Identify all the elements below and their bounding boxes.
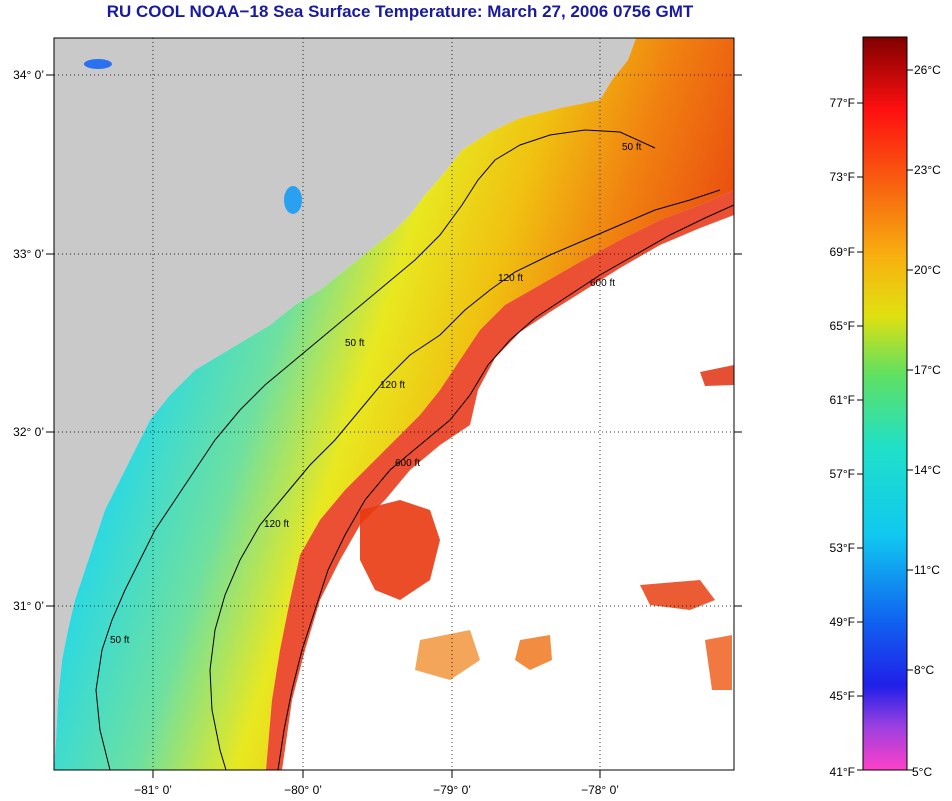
celsius-label: 11°C bbox=[914, 563, 940, 577]
fahrenheit-label: 41°F bbox=[830, 765, 855, 779]
lat-label: 32° 0’ bbox=[13, 425, 44, 439]
warm-patch bbox=[360, 500, 440, 600]
color-scale-bar bbox=[862, 36, 908, 771]
contour-label: 50 ft bbox=[622, 142, 642, 153]
lat-label: 31° 0’ bbox=[13, 599, 44, 613]
lon-label: −79° 0’ bbox=[433, 783, 471, 797]
celsius-label: 20°C bbox=[914, 263, 941, 277]
celsius-label: 26°C bbox=[914, 63, 941, 77]
map-title: RU COOL NOAA−18 Sea Surface Temperature:… bbox=[106, 2, 694, 21]
celsius-label: 23°C bbox=[914, 163, 941, 177]
warm-patch bbox=[640, 580, 715, 610]
axis-ticks bbox=[46, 74, 742, 778]
contour-label: 600 ft bbox=[395, 458, 420, 469]
fahrenheit-label: 65°F bbox=[830, 319, 855, 333]
celsius-label: 8°C bbox=[914, 663, 934, 677]
fahrenheit-label: 73°F bbox=[830, 170, 855, 184]
celsius-label: 14°C bbox=[914, 463, 941, 477]
celsius-label: 17°C bbox=[914, 363, 941, 377]
inland-lake bbox=[84, 59, 112, 69]
fahrenheit-label: 45°F bbox=[830, 689, 855, 703]
contour-label: 600 ft bbox=[590, 278, 615, 289]
fahrenheit-label: 57°F bbox=[830, 467, 855, 481]
lon-label: −80° 0’ bbox=[284, 783, 322, 797]
inland-lake bbox=[284, 186, 302, 214]
lat-label: 34° 0’ bbox=[13, 68, 44, 82]
fahrenheit-label: 77°F bbox=[830, 96, 855, 110]
lon-label: −78° 0’ bbox=[581, 783, 619, 797]
land-mass bbox=[54, 38, 636, 770]
warm-patch bbox=[700, 365, 734, 386]
lat-label: 33° 0’ bbox=[13, 247, 44, 261]
sst-field bbox=[54, 38, 734, 770]
fahrenheit-label: 53°F bbox=[830, 541, 855, 555]
contour-label: 50 ft bbox=[110, 635, 130, 646]
colorbar-ticks bbox=[857, 69, 913, 771]
warm-patch bbox=[705, 635, 732, 690]
contour-label: 120 ft bbox=[498, 273, 523, 284]
graticule bbox=[54, 38, 734, 770]
contour-label: 120 ft bbox=[380, 380, 405, 391]
gulf-stream-edge bbox=[266, 190, 734, 770]
contour-120ft bbox=[209, 189, 721, 770]
map-border bbox=[53, 37, 735, 771]
contour-label: 120 ft bbox=[264, 519, 289, 530]
contour-label: 50 ft bbox=[345, 338, 365, 349]
contour-600ft bbox=[277, 204, 734, 770]
warm-patch bbox=[415, 630, 480, 680]
celsius-label: 5°C bbox=[912, 765, 932, 779]
fahrenheit-label: 49°F bbox=[830, 615, 855, 629]
fahrenheit-label: 69°F bbox=[830, 245, 855, 259]
fahrenheit-label: 61°F bbox=[830, 393, 855, 407]
contour-50ft bbox=[95, 129, 656, 770]
lon-label: −81° 0’ bbox=[134, 783, 172, 797]
warm-patch bbox=[515, 635, 552, 670]
